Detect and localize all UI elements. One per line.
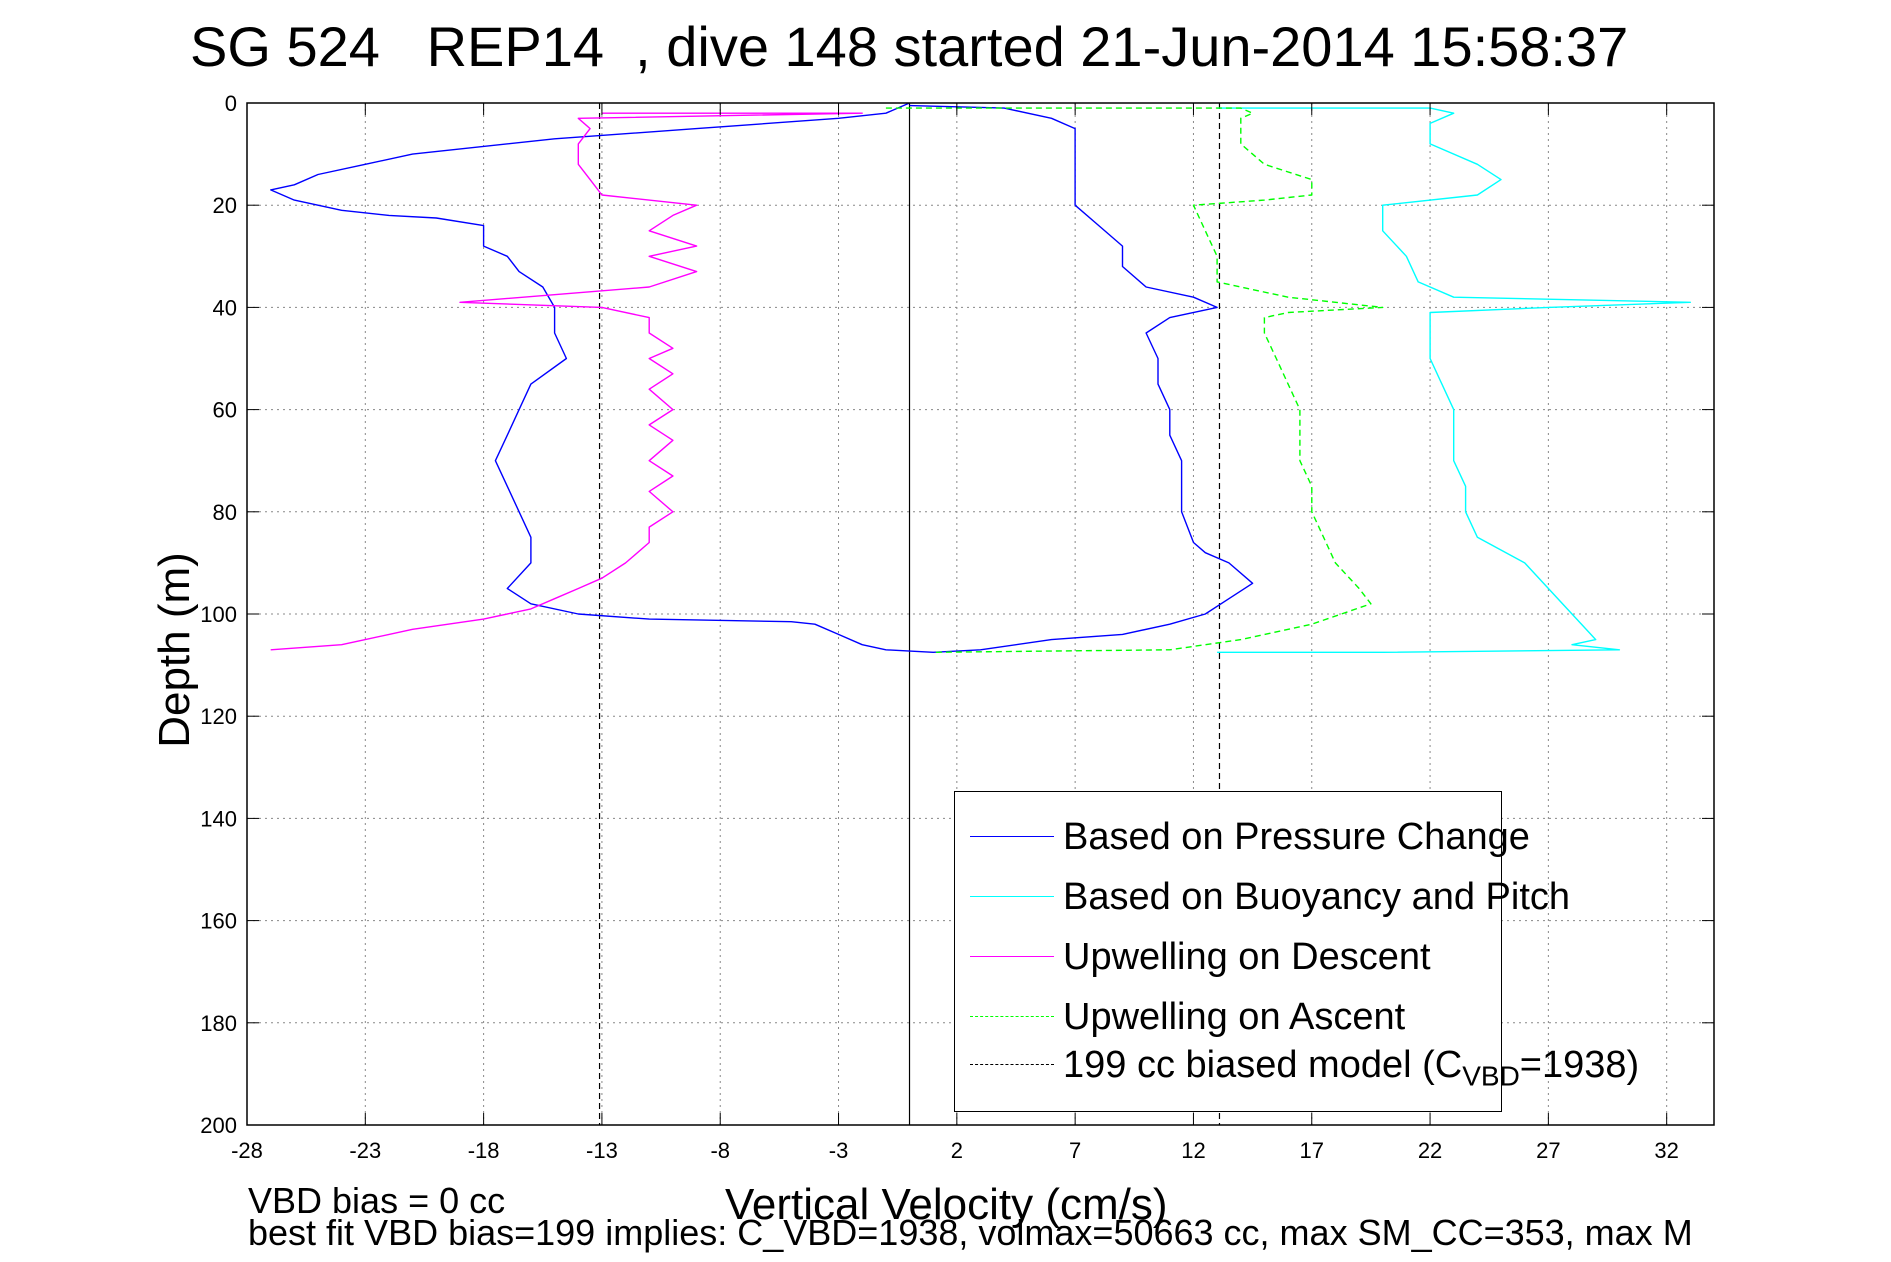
legend-swatch	[970, 896, 1054, 897]
legend-label-subscript: VBD	[1462, 1060, 1520, 1092]
x-tick-label: -3	[829, 1138, 849, 1163]
y-tick-label: 20	[213, 193, 237, 218]
y-tick-labels: 0 20 40 60 80 100 120 140 160 180 200	[200, 91, 237, 1138]
x-tick-label: -13	[586, 1138, 618, 1163]
x-tick-label: -18	[468, 1138, 500, 1163]
x-tick-label: -23	[349, 1138, 381, 1163]
series-line-1	[1217, 107, 1692, 653]
legend-item-pressure-change: Based on Pressure Change	[955, 816, 1530, 858]
vbd-bias-note: VBD bias = 0 cc	[248, 1180, 506, 1221]
legend-label-main: 199 cc biased model (C	[1063, 1044, 1463, 1086]
y-tick-label: 180	[200, 1011, 237, 1036]
x-tick-label: 7	[1069, 1138, 1081, 1163]
legend-item-buoyancy-pitch: Based on Buoyancy and Pitch	[955, 876, 1570, 918]
legend: Based on Pressure Change Based on Buoyan…	[954, 791, 1639, 1112]
legend-label: Based on Buoyancy and Pitch	[1063, 876, 1571, 918]
x-tick-labels: -28 -23 -18 -13 -8 -3 2 7 12 17 22 27 32	[231, 1138, 1679, 1163]
x-tick-label: 22	[1418, 1138, 1442, 1163]
x-axis-label: Vertical Velocity (cm/s)	[725, 1180, 1168, 1229]
x-tick-label: 32	[1654, 1138, 1678, 1163]
y-tick-label: 160	[200, 909, 237, 934]
series-line-3	[885, 107, 1384, 653]
y-tick-label: 0	[225, 91, 237, 116]
legend-label: Based on Pressure Change	[1063, 816, 1530, 858]
y-tick-label: 40	[213, 295, 237, 320]
y-tick-label: 100	[200, 602, 237, 627]
series-lines	[270, 102, 1692, 653]
legend-label-tail: =1938)	[1519, 1044, 1640, 1086]
x-tick-label: 12	[1181, 1138, 1205, 1163]
x-tick-label: -8	[710, 1138, 730, 1163]
x-tick-label: 17	[1300, 1138, 1324, 1163]
chart-title: SG 524 REP14 , dive 148 started 21-Jun-2…	[190, 15, 1629, 78]
x-tick-label: 2	[951, 1138, 963, 1163]
y-tick-label: 200	[200, 1113, 237, 1138]
y-tick-label: 140	[200, 806, 237, 831]
legend-swatch	[970, 1064, 1054, 1065]
y-tick-label: 120	[200, 704, 237, 729]
legend-swatch	[970, 956, 1054, 957]
x-tick-label: 27	[1536, 1138, 1560, 1163]
legend-item-biased-model: 199 cc biased model (CVBD=1938)	[955, 1044, 1639, 1092]
legend-label: Upwelling on Descent	[1063, 936, 1431, 978]
series-line-2	[270, 112, 863, 651]
y-axis-label: Depth (m)	[150, 552, 199, 748]
legend-swatch	[970, 836, 1054, 837]
legend-item-upwelling-ascent: Upwelling on Ascent	[955, 996, 1501, 1038]
y-tick-label: 80	[213, 500, 237, 525]
legend-swatch	[970, 1016, 1054, 1017]
x-tick-label: -28	[231, 1138, 263, 1163]
legend-item-upwelling-descent: Upwelling on Descent	[955, 936, 1501, 978]
tick-marks	[246, 102, 1714, 1126]
legend-label: 199 cc biased model (CVBD=1938)	[1063, 1044, 1639, 1093]
series-line-0	[270, 102, 1254, 653]
legend-label: Upwelling on Ascent	[1063, 996, 1406, 1038]
y-tick-label: 60	[213, 398, 237, 423]
best-fit-note: best fit VBD bias=199 implies: C_VBD=193…	[248, 1212, 1693, 1253]
